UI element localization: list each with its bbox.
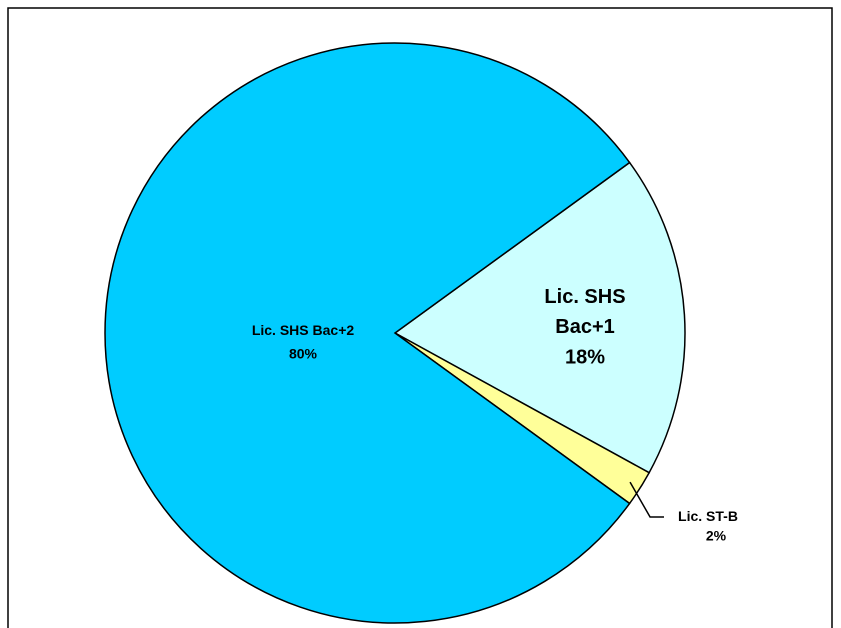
pie-slice: [393, 161, 686, 474]
slice-label-line: Bac+1: [555, 316, 615, 338]
slice-value-label: 2%: [706, 528, 727, 544]
slice-value-label: 80%: [289, 346, 318, 362]
frame: [7, 7, 833, 628]
slice-value-label: 18%: [565, 346, 605, 368]
slice-label: Lic. ST-B: [678, 508, 738, 524]
slice-label: Lic. SHS Bac+2: [252, 322, 355, 338]
slice-label: Lic. SHS Bac+1: [544, 286, 625, 338]
leader-line: [629, 481, 664, 518]
slice-label-line: Lic. SHS: [544, 286, 625, 308]
slice-label-line: Lic. SHS Bac+2: [252, 322, 355, 338]
pie-slice: [104, 42, 631, 624]
slice-label-line: Lic. ST-B: [678, 508, 738, 524]
